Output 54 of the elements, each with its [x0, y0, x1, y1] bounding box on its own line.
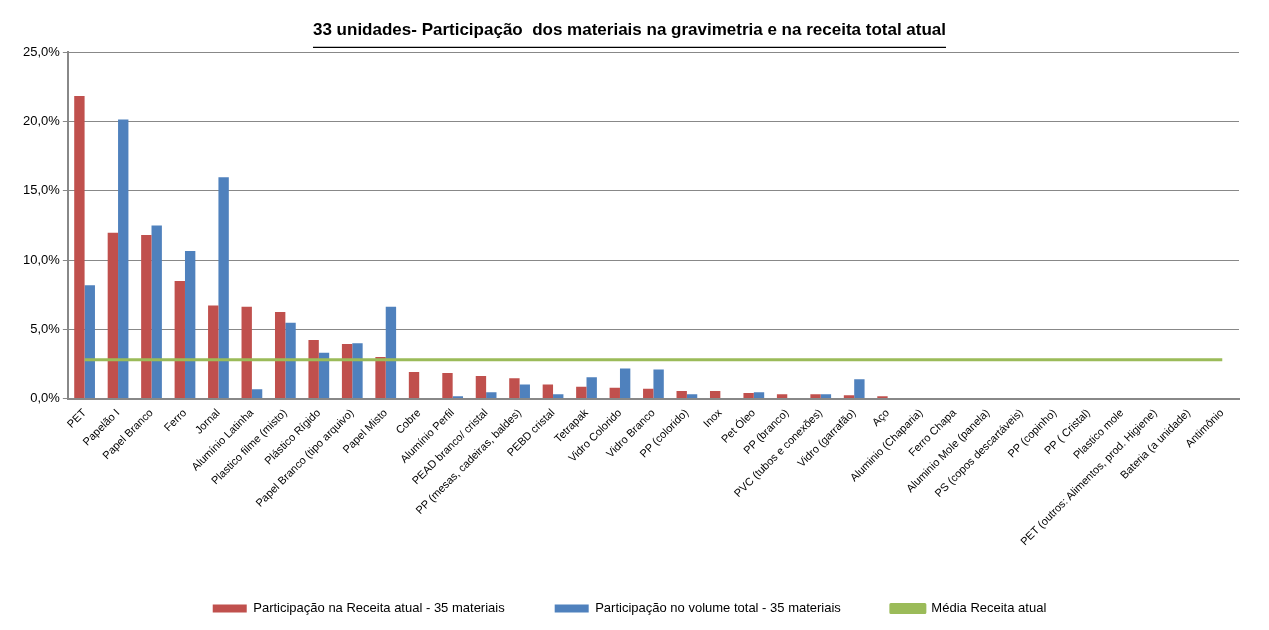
- bar: [553, 394, 564, 399]
- bar: [308, 339, 319, 399]
- bar: [151, 225, 162, 399]
- bar: [609, 387, 620, 399]
- y-tick-label: 15,0%: [22, 182, 61, 198]
- bar: [84, 285, 95, 399]
- bar: [854, 379, 865, 399]
- y-tick-label: 25,0%: [22, 43, 61, 59]
- y-tick-label: 0,0%: [30, 390, 61, 406]
- bar: [509, 378, 520, 399]
- bar: [174, 281, 185, 399]
- bar: [442, 372, 453, 399]
- bar: [375, 357, 386, 399]
- bar: [218, 177, 229, 399]
- bar: [385, 306, 397, 399]
- bar: [208, 305, 219, 399]
- bar: [709, 390, 721, 399]
- bar: [576, 386, 587, 399]
- bar: [586, 377, 597, 399]
- bar: [619, 368, 631, 399]
- bar: [352, 343, 363, 399]
- bar: [820, 394, 832, 399]
- bar: [475, 375, 487, 399]
- bar: [743, 393, 754, 399]
- y-tick-label: 10,0%: [22, 251, 61, 267]
- bar: [241, 306, 252, 399]
- bar: [285, 322, 296, 399]
- legend-label: Participação na Receita atual - 35 materiais: [253, 600, 506, 616]
- bar: [753, 392, 765, 399]
- bar: [184, 250, 196, 399]
- bar: [776, 394, 788, 399]
- bar: [686, 394, 698, 399]
- bar: [274, 311, 286, 399]
- bar: [251, 389, 263, 399]
- y-tick-label: 20,0%: [22, 113, 61, 129]
- bar: [653, 369, 664, 399]
- bar: [519, 384, 530, 399]
- x-tick-label: Inox: [700, 405, 725, 430]
- bar: [74, 96, 85, 399]
- legend-label: Participação no volume total - 35 materiais: [595, 600, 842, 616]
- bar: [118, 119, 129, 399]
- bar: [542, 384, 554, 399]
- bar: [486, 392, 497, 399]
- legend-label: Média Receita atual: [931, 600, 1047, 616]
- bar: [676, 390, 687, 399]
- y-tick-label: 5,0%: [30, 320, 61, 336]
- bar: [341, 344, 353, 399]
- bar: [107, 232, 119, 399]
- bar: [643, 388, 654, 399]
- bar: [843, 395, 855, 399]
- bar: [408, 372, 420, 399]
- bar: [141, 235, 152, 399]
- chart-title: 33 unidades- Participação dos materiais na gravimetria e na receita total atual: [312, 19, 947, 39]
- bar: [810, 394, 821, 399]
